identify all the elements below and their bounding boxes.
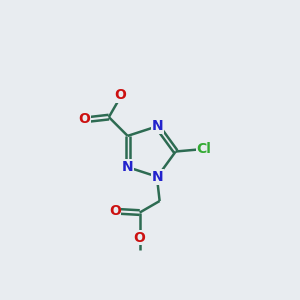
Text: O: O (134, 230, 146, 244)
Text: O: O (115, 88, 126, 102)
Text: N: N (152, 170, 163, 184)
Text: O: O (109, 204, 121, 218)
Text: N: N (152, 119, 163, 133)
Text: N: N (122, 160, 134, 174)
Text: O: O (78, 112, 90, 126)
Text: Cl: Cl (196, 142, 211, 156)
